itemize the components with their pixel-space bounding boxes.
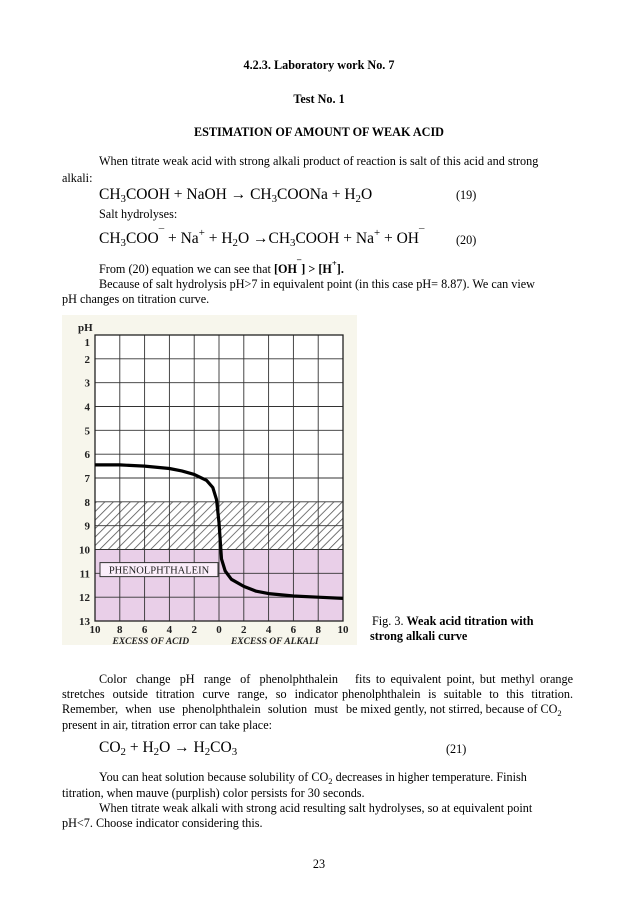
x-tick-label: 6: [142, 624, 148, 636]
y-tick-label: 1: [85, 337, 91, 349]
y-tick-label: 11: [80, 568, 90, 580]
figure-caption-line-2: strong alkali curve: [370, 629, 468, 643]
x-tick-label: 2: [241, 624, 247, 636]
y-tick-label: 13: [79, 616, 91, 628]
page-number: 23: [312, 857, 326, 871]
x-tick-label: 8: [117, 624, 123, 636]
color-change-line-4: present in air, titration error can take…: [62, 718, 272, 732]
heat-line-3: When titrate weak alkali with strong aci…: [99, 801, 533, 815]
color-change-right-2: phenolphthalein is suitable to this titr…: [342, 687, 573, 701]
y-tick-label: 4: [85, 402, 91, 414]
equation-19: CH3COOH + NaOH → CH3COONa + H2O: [99, 186, 373, 205]
color-change-right-3: be mixed gently, not stirred, because of…: [346, 702, 562, 718]
y-tick-label: 9: [85, 521, 91, 533]
x-tick-label: 8: [315, 624, 321, 636]
titration-curve-line: [95, 463, 344, 600]
equation-21-number: (21): [446, 742, 467, 756]
salt-hydrolyses-label: Salt hydrolyses:: [99, 207, 178, 221]
y-tick-label: 12: [79, 592, 91, 604]
color-change-left-2: stretches outside titration curve range,…: [62, 687, 338, 701]
equation-21: CO2 + H2O → H2CO3: [99, 739, 238, 758]
color-change-col-left: Color change pH range of phenolphthalein: [99, 672, 338, 686]
x-axis-label-acid: EXCESS OF ACID: [112, 637, 190, 645]
color-change-left-3: Remember, when use phenolphthalein solut…: [62, 702, 338, 716]
x-tick-label: 10: [338, 624, 350, 636]
hydrolysis-line-2: pH changes on titration curve.: [62, 292, 210, 306]
intro-line-1: When titrate weak acid with strong alkal…: [99, 154, 539, 168]
x-tick-label: 4: [266, 624, 272, 636]
y-tick-label: 6: [85, 449, 91, 461]
indicator-label: PHENOLPHTHALEIN: [109, 566, 210, 577]
y-tick-label: 2: [85, 354, 91, 366]
x-tick-label: 2: [191, 624, 197, 636]
y-tick-label: 3: [85, 378, 91, 390]
heat-line-4: pH<7. Choose indicator considering this.: [62, 816, 263, 830]
x-axis-label-alkali: EXCESS OF ALKALI: [230, 637, 319, 645]
equation-20: CH3COO¯ + Na+ + H2O →CH3COOH + Na+ + OH¯: [99, 227, 425, 249]
heat-line-1: You can heat solution because solubility…: [99, 770, 527, 786]
y-tick-label: 7: [85, 473, 91, 485]
plot-frame: [94, 334, 344, 622]
y-axis-label: pH: [78, 322, 93, 334]
page-title: ESTIMATION OF AMOUNT OF WEAK ACID: [194, 125, 444, 139]
y-tick-label: 5: [85, 425, 91, 437]
intro-paragraph: When titrate weak acid with strong alkal…: [62, 154, 572, 169]
x-tick-label: 6: [291, 624, 297, 636]
hydrolysis-line-1: Because of salt hydrolysis pH>7 in equiv…: [99, 277, 535, 291]
equation-20-number: (20): [456, 233, 477, 247]
titration-curve-figure: 1 2 3 4 5 6 7 8 9 10 11 12 13 pH 10 8 6 4 2 0 2 4 6 8 10 EXCESS O…: [62, 315, 357, 645]
section-heading: 4.2.3. Laboratory work No. 7: [243, 58, 395, 72]
intro-line-2: alkali:: [62, 171, 93, 185]
figure-caption: Fig. 3. Weak acid titration with: [372, 614, 534, 628]
y-tick-label: 8: [85, 497, 91, 509]
heat-line-2: titration, when mauve (purplish) color p…: [62, 786, 365, 800]
x-tick-label: 10: [90, 624, 102, 636]
from-20-line: From (20) equation we can see that [OH¯]…: [99, 258, 344, 276]
x-tick-label: 0: [216, 624, 222, 636]
y-tick-label: 10: [79, 545, 91, 557]
test-heading: Test No. 1: [293, 92, 345, 106]
color-change-right-1: fits to equivalent point, but methyl ora…: [355, 672, 573, 686]
indicator-label-box: [99, 562, 219, 578]
equation-19-number: (19): [456, 188, 477, 202]
x-tick-label: 4: [167, 624, 173, 636]
